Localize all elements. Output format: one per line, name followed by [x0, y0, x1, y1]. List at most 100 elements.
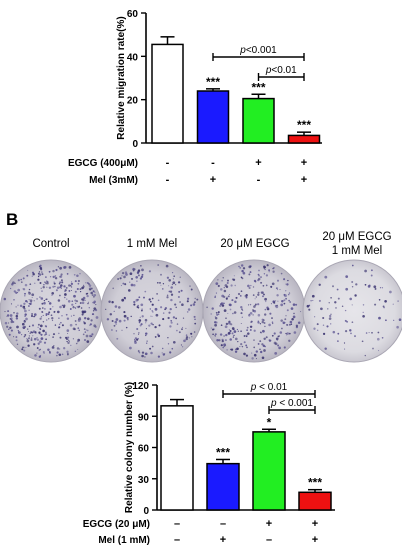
colony-dot [31, 324, 35, 327]
colony-dot [231, 278, 234, 281]
colony-dot [255, 296, 258, 298]
colony-dot [55, 268, 58, 272]
colony-dot [170, 319, 173, 322]
colony-dot [286, 309, 289, 312]
colony-dot [257, 278, 260, 282]
colony-dot [17, 291, 19, 293]
colony-dot [44, 308, 46, 310]
colony-dot [151, 315, 153, 317]
colony-dot [88, 284, 92, 287]
colony-dot [206, 306, 208, 309]
colony-dot [121, 329, 123, 331]
colony-dot [249, 271, 252, 274]
colony-dot [240, 330, 242, 333]
colony-dot [193, 315, 196, 318]
colony-dot [29, 302, 32, 306]
colony-dot [151, 310, 153, 312]
colony-dot [83, 284, 85, 286]
colony-dot [157, 264, 160, 266]
colony-dot [45, 319, 48, 321]
colony-dot [67, 352, 69, 355]
colony-dot [283, 346, 286, 349]
colony-dot [175, 317, 177, 320]
colony-dot [283, 278, 286, 281]
colony-dot [236, 347, 239, 351]
colony-dot [17, 329, 19, 332]
colony-dot [94, 291, 96, 293]
colony-dot [272, 322, 274, 325]
colony-dot [172, 316, 176, 319]
colony-dot [77, 282, 80, 285]
colony-dot [245, 335, 248, 338]
colony-dot [133, 333, 135, 335]
colony-dot [21, 322, 25, 326]
colony-dot [224, 284, 228, 287]
colony-dot [258, 274, 260, 277]
colony-dot [221, 279, 223, 282]
colony-dot [362, 314, 365, 318]
colony-dot [138, 296, 141, 299]
colony-dot [157, 355, 161, 358]
colony-dot [130, 315, 132, 318]
colony-dot [137, 304, 139, 307]
colony-dot [164, 353, 166, 355]
colony-dot [351, 304, 353, 306]
colony-dot [38, 331, 41, 334]
colony-dot [144, 352, 148, 356]
colony-dot [243, 352, 246, 356]
colony-dot [90, 291, 93, 295]
treatment-mark: - [166, 157, 170, 169]
colony-dot [162, 288, 164, 290]
colony-dot [257, 291, 260, 294]
colony-dot [241, 269, 244, 273]
colony-dot [215, 311, 218, 314]
colony-dot [381, 287, 384, 289]
colony-dot [82, 310, 85, 314]
colony-dot [12, 321, 15, 323]
colony-dot [217, 284, 220, 288]
colony-dot [92, 310, 95, 312]
colony-dot [169, 307, 172, 311]
colony-dot [28, 335, 31, 337]
colony-dot [247, 332, 250, 335]
colony-dot [37, 342, 40, 345]
colony-dot [133, 300, 136, 304]
colony-dot [31, 293, 35, 297]
colony-dot [276, 279, 280, 282]
colony-dot [235, 337, 238, 341]
colony-dot [238, 265, 240, 268]
colony-dot [52, 269, 55, 273]
colony-dot [71, 303, 74, 306]
colony-dot [170, 298, 173, 302]
colony-dot [373, 285, 377, 289]
colony-dot [123, 311, 126, 314]
colony-dot [45, 338, 47, 341]
colony-dot [180, 289, 183, 292]
colony-dot [312, 299, 314, 302]
colony-dot [59, 266, 62, 270]
p-threshold: < 0.001 [277, 398, 314, 409]
colony-dishes [0, 259, 402, 363]
colony-dot [225, 317, 227, 320]
colony-dot [149, 308, 151, 310]
colony-dot [60, 273, 63, 276]
y-tick-label: 0 [132, 139, 138, 150]
colony-dot [49, 351, 51, 354]
colony-dot [133, 339, 136, 341]
colony-dot [63, 266, 66, 269]
colony-dot [379, 287, 382, 289]
colony-dot [240, 343, 243, 346]
colony-dot [171, 283, 174, 286]
colony-dot [266, 306, 269, 309]
colony-dot [6, 314, 10, 317]
colony-dot [33, 337, 37, 341]
colony-dot [60, 321, 62, 324]
colony-dot [7, 310, 10, 313]
colony-dot [240, 322, 242, 325]
colony-dot [229, 308, 232, 311]
colony-dot [220, 344, 223, 347]
colony-dot [330, 296, 332, 299]
colony-dot [257, 342, 260, 345]
colony-dot [148, 298, 151, 301]
colony-dot [29, 299, 33, 303]
